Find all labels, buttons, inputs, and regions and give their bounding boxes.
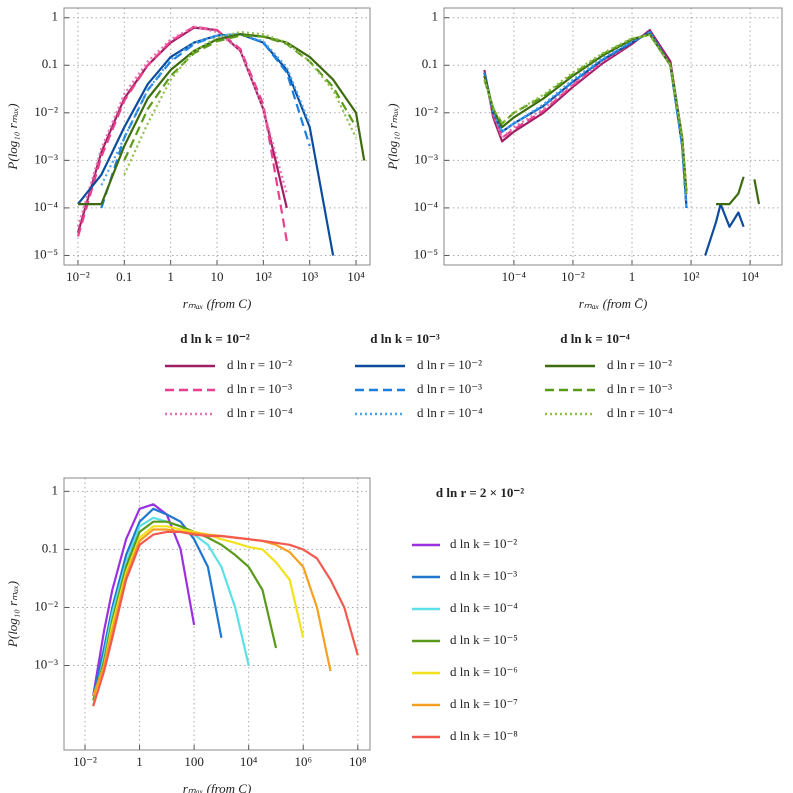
y-tick-label: 10⁻⁴ xyxy=(34,199,59,214)
series-line xyxy=(76,25,288,242)
y-tick-label: 10⁻² xyxy=(34,104,58,119)
legend-label: d ln r = 10⁻² xyxy=(227,357,292,372)
x-tick-label: 1 xyxy=(136,754,143,769)
x-tick-label: 10⁻² xyxy=(73,754,97,769)
y-tick-label: 0.1 xyxy=(42,56,58,71)
series-line xyxy=(76,25,288,228)
legend-label: d ln r = 10⁻³ xyxy=(417,381,482,396)
x-tick-label: 10² xyxy=(683,269,700,284)
legend-label: d ln k = 10⁻³ xyxy=(450,568,517,583)
y-tick-label: 10⁻² xyxy=(34,598,58,613)
legend-label: d ln k = 10⁻⁵ xyxy=(450,632,518,647)
plot-frame xyxy=(63,7,371,266)
legend-label: d ln r = 10⁻⁴ xyxy=(227,405,293,420)
x-tick-label: 10⁴ xyxy=(347,269,365,284)
legend-label: d ln k = 10⁻⁶ xyxy=(450,664,518,679)
series-line xyxy=(92,525,305,707)
y-tick-label: 10⁻³ xyxy=(34,656,58,671)
series-line xyxy=(92,530,359,707)
series-line xyxy=(92,507,223,697)
series-line xyxy=(123,34,357,161)
series-line xyxy=(92,520,278,701)
x-tick-label: 1 xyxy=(167,269,174,284)
series-line xyxy=(100,33,311,209)
x-tick-label: 10 xyxy=(211,269,224,284)
series-line xyxy=(483,31,688,208)
x-tick-label: 10³ xyxy=(301,269,318,284)
y-axis-label: P(log₁₀ rₘₐₓ) xyxy=(385,103,400,170)
plot-frame xyxy=(63,477,371,751)
series-line xyxy=(483,30,688,200)
legend-label: d ln r = 10⁻² xyxy=(607,357,672,372)
x-tick-label: 10⁴ xyxy=(240,754,258,769)
y-tick-label: 1 xyxy=(52,482,59,497)
legend-label: d ln r = 10⁻³ xyxy=(607,381,672,396)
x-tick-label: 10² xyxy=(255,269,272,284)
y-axis-label: P(log₁₀ rₘₐₓ) xyxy=(5,103,20,170)
legend-title: d ln r = 2 × 10⁻² xyxy=(436,485,524,500)
legend-label: d ln k = 10⁻⁷ xyxy=(450,696,518,711)
x-axis-label: rₘₐₓ (from C̄) xyxy=(579,296,648,311)
y-tick-label: 1 xyxy=(432,9,439,24)
y-tick-label: 1 xyxy=(52,9,59,24)
legend-label: d ln r = 10⁻⁴ xyxy=(417,405,483,420)
legend-label: d ln k = 10⁻² xyxy=(450,536,517,551)
x-tick-label: 1 xyxy=(629,269,636,284)
x-tick-label: 100 xyxy=(184,754,204,769)
y-tick-label: 10⁻⁴ xyxy=(414,199,439,214)
x-tick-label: 10⁸ xyxy=(349,754,367,769)
y-tick-label: 0.1 xyxy=(422,56,438,71)
y-tick-label: 10⁻³ xyxy=(414,151,438,166)
series-line xyxy=(77,33,335,256)
x-tick-label: 0.1 xyxy=(116,269,132,284)
series-line xyxy=(92,503,196,696)
x-tick-label: 10⁻⁴ xyxy=(502,269,527,284)
legend-label: d ln r = 10⁻² xyxy=(417,357,482,372)
legend-title: d ln k = 10⁻³ xyxy=(370,331,440,346)
legend-label: d ln k = 10⁻⁸ xyxy=(450,728,518,743)
legend-label: d ln r = 10⁻⁴ xyxy=(607,405,673,420)
y-tick-label: 10⁻² xyxy=(414,104,438,119)
y-tick-label: 10⁻⁵ xyxy=(34,246,58,261)
series-line xyxy=(100,33,311,186)
series-line xyxy=(483,33,761,206)
y-axis-label: P(log₁₀ rₘₐₓ) xyxy=(5,581,20,648)
x-tick-label: 10⁻² xyxy=(66,269,90,284)
series-line xyxy=(483,30,688,208)
series-line xyxy=(78,33,366,206)
y-tick-label: 0.1 xyxy=(42,540,58,555)
y-tick-label: 10⁻³ xyxy=(34,151,58,166)
legend-label: d ln k = 10⁻⁴ xyxy=(450,600,518,615)
legend-title: d ln k = 10⁻⁴ xyxy=(560,331,630,346)
y-tick-label: 10⁻⁵ xyxy=(414,246,438,261)
plot-frame xyxy=(443,7,783,266)
x-axis-label: rₘₐₓ (from C) xyxy=(183,296,252,311)
x-tick-label: 10⁶ xyxy=(294,754,312,769)
x-tick-label: 10⁻² xyxy=(561,269,585,284)
x-axis-label: rₘₐₓ (from C) xyxy=(183,781,252,793)
series-line xyxy=(483,33,688,194)
series-line xyxy=(92,528,332,697)
series-line xyxy=(483,30,688,208)
series-line xyxy=(483,30,745,256)
x-tick-label: 10⁴ xyxy=(741,269,759,284)
legend-label: d ln r = 10⁻³ xyxy=(227,381,292,396)
legend-title: d ln k = 10⁻² xyxy=(180,331,250,346)
series-line xyxy=(483,34,688,194)
